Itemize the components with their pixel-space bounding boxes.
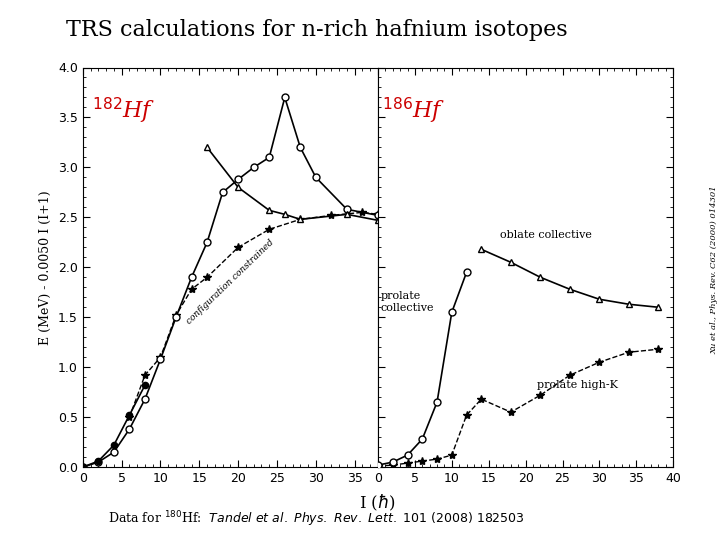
Text: Xu et al., Phys. Rev. C62 (2000) 014301: Xu et al., Phys. Rev. C62 (2000) 014301 <box>711 186 719 354</box>
Y-axis label: E (MeV) - 0.0050 I (I+1): E (MeV) - 0.0050 I (I+1) <box>40 190 53 345</box>
Text: $^{182}$Hf: $^{182}$Hf <box>92 96 156 126</box>
Text: prolate high-K: prolate high-K <box>536 380 618 390</box>
Text: prolate
collective: prolate collective <box>380 292 433 313</box>
Text: Data for $^{180}$Hf:  $Tandel\ et\ al.\ Phys.\ Rev.\ Lett.\ 101\ (2008)\ 182503$: Data for $^{180}$Hf: $Tandel\ et\ al.\ P… <box>109 510 525 529</box>
Text: TRS calculations for n-rich hafnium isotopes: TRS calculations for n-rich hafnium isot… <box>66 19 567 41</box>
Text: I ($\hbar$): I ($\hbar$) <box>359 493 397 514</box>
Text: $^{186}$Hf: $^{186}$Hf <box>382 96 445 126</box>
Text: oblate collective: oblate collective <box>500 231 592 240</box>
Text: configuration constrained: configuration constrained <box>185 238 276 326</box>
